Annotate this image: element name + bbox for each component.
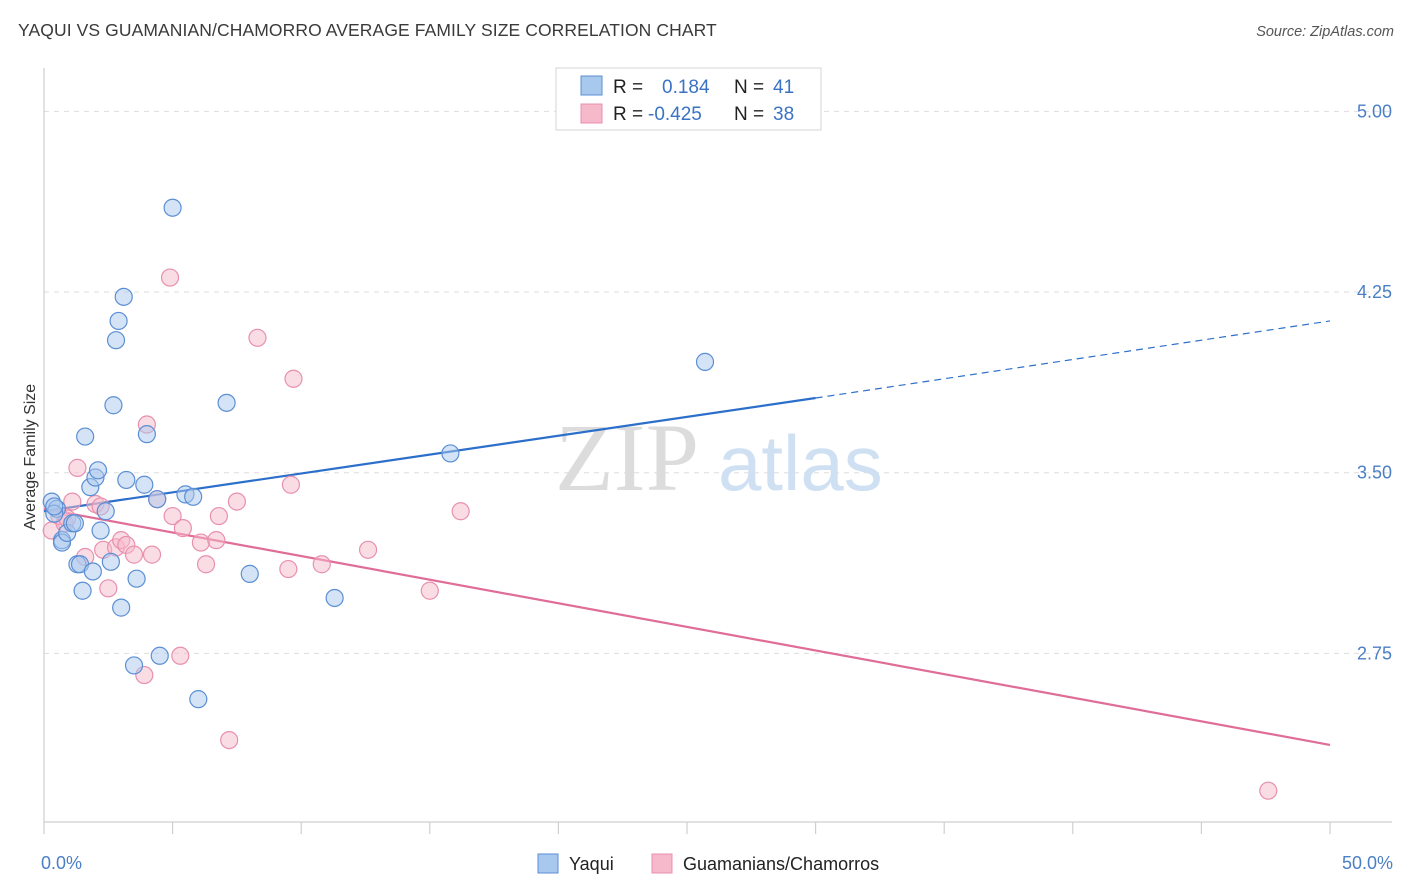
y-axis-label: Average Family Size [22, 384, 39, 531]
y-tick-labels: 2.75 3.50 4.25 5.00 [1357, 101, 1392, 663]
point-guamanian-28 [227, 492, 246, 511]
legend-r-value-1: 0.184 [662, 77, 710, 98]
point-guamanian-35 [420, 581, 439, 600]
point-guamanian-10 [99, 579, 118, 598]
legend-swatch-yaqui [580, 75, 603, 96]
grid-lines [44, 110, 1392, 654]
series-swatch-yaqui [537, 853, 559, 874]
legend-r-value-2: -0.425 [648, 104, 702, 125]
watermark: ZIP atlas [555, 404, 883, 511]
point-guamanian-25 [207, 531, 226, 550]
y-tick-label-2: 4.25 [1357, 282, 1392, 302]
point-yaqui-34 [189, 690, 208, 709]
point-yaqui-25 [124, 656, 144, 675]
legend-r-label-1: R = [613, 77, 643, 98]
point-yaqui-18 [101, 552, 120, 571]
trend-line-yaqui [43, 396, 816, 513]
point-guamanian-20 [163, 506, 182, 526]
point-yaqui-15 [88, 461, 108, 480]
point-yaqui-19 [104, 396, 123, 415]
y-tick-label-3: 5.00 [1357, 101, 1392, 121]
legend-n-value-1: 41 [773, 77, 794, 98]
watermark-atlas: atlas [718, 419, 883, 507]
point-yaqui-31 [163, 198, 182, 217]
point-guamanian-31 [281, 475, 301, 494]
point-guamanian-23 [191, 533, 210, 552]
point-yaqui-13 [83, 562, 102, 581]
point-yaqui-29 [148, 490, 167, 509]
point-guamanian-30 [279, 559, 298, 579]
trend-line-guamanian [43, 507, 1331, 746]
point-guamanian-4 [63, 492, 82, 511]
point-yaqui-27 [135, 475, 154, 494]
legend: R = 0.184 N = 41 R = -0.425 N = 38 [555, 67, 822, 131]
point-guamanian-24 [196, 555, 216, 574]
point-yaqui-40 [45, 497, 64, 516]
point-yaqui-17 [96, 502, 115, 521]
point-guamanian-26 [209, 506, 228, 526]
series-label-yaqui: Yaqui [569, 854, 614, 874]
source-label: Source: ZipAtlas.com [1256, 24, 1394, 40]
point-guamanian-17 [142, 545, 162, 564]
point-guamanian-14 [124, 545, 144, 564]
point-yaqui-35 [217, 393, 236, 412]
legend-swatch-guamanian [580, 103, 603, 124]
point-guamanian-22 [173, 519, 192, 538]
point-guamanian-27 [220, 730, 239, 750]
point-yaqui-10 [73, 581, 92, 600]
chart-title: YAQUI VS GUAMANIAN/CHAMORRO AVERAGE FAMI… [18, 20, 717, 40]
watermark-zip: ZIP [555, 404, 699, 511]
y-tick-label-0: 2.75 [1357, 643, 1392, 663]
point-guamanian-19 [160, 268, 180, 287]
point-guamanian-34 [358, 540, 378, 559]
trend-line-yaqui-extension [815, 320, 1331, 399]
y-tick-label-1: 3.50 [1357, 463, 1392, 483]
point-yaqui-37 [325, 588, 344, 608]
point-yaqui-28 [137, 425, 156, 444]
point-yaqui-36 [240, 564, 259, 583]
series-label-guamanian: Guamanians/Chamorros [683, 854, 879, 874]
point-guamanian-32 [284, 369, 303, 388]
point-yaqui-22 [112, 598, 131, 617]
x-tick-labels: 0.0% 50.0% [41, 853, 1393, 873]
point-yaqui-39 [695, 352, 715, 371]
series-legend: Yaqui Guamanians/Chamorros [537, 853, 879, 874]
point-yaqui-23 [114, 287, 133, 306]
point-guamanian-29 [248, 328, 267, 347]
legend-n-label-2: N = [734, 104, 764, 125]
x-tick-label-1: 50.0% [1342, 853, 1393, 873]
legend-r-label-2: R = [613, 104, 643, 125]
trend-lines [43, 320, 1331, 746]
point-guamanian-36 [451, 502, 470, 521]
point-guamanian-21 [171, 646, 190, 665]
point-guamanian-37 [1259, 781, 1278, 800]
point-guamanian-5 [68, 458, 87, 477]
point-yaqui-16 [91, 521, 110, 540]
point-yaqui-11 [76, 427, 95, 446]
legend-n-label-1: N = [734, 77, 764, 98]
point-yaqui-20 [106, 331, 126, 350]
axes [43, 68, 1392, 834]
point-yaqui-21 [109, 311, 128, 331]
point-yaqui-33 [184, 487, 203, 506]
point-yaqui-24 [117, 470, 136, 490]
x-tick-label-0: 0.0% [41, 853, 82, 873]
point-yaqui-38 [441, 444, 460, 463]
point-yaqui-30 [150, 646, 169, 665]
point-guamanian-33 [312, 555, 331, 574]
point-yaqui-7 [65, 514, 84, 533]
legend-n-value-2: 38 [773, 104, 794, 125]
point-yaqui-26 [127, 569, 146, 588]
series-swatch-guamanian [651, 853, 673, 874]
data-points [42, 198, 1278, 800]
